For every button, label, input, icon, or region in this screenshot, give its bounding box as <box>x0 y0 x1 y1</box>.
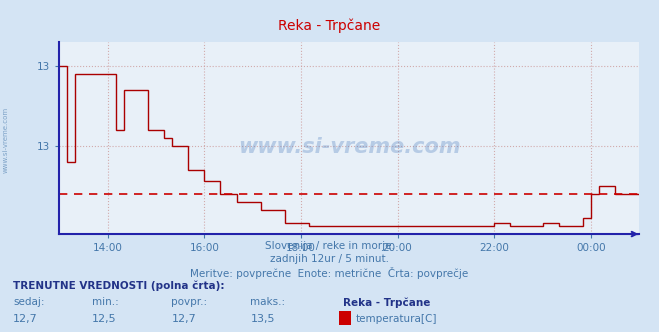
Text: povpr.:: povpr.: <box>171 297 208 307</box>
Text: min.:: min.: <box>92 297 119 307</box>
Text: 13,5: 13,5 <box>250 314 275 324</box>
Text: www.si-vreme.com: www.si-vreme.com <box>2 106 9 173</box>
Text: maks.:: maks.: <box>250 297 285 307</box>
Text: sedaj:: sedaj: <box>13 297 45 307</box>
Text: Reka - Trpčane: Reka - Trpčane <box>278 18 381 33</box>
Text: 12,5: 12,5 <box>92 314 117 324</box>
Text: Slovenija / reke in morje.: Slovenija / reke in morje. <box>264 241 395 251</box>
Text: temperatura[C]: temperatura[C] <box>356 314 438 324</box>
Text: Reka - Trpčane: Reka - Trpčane <box>343 297 430 308</box>
Text: TRENUTNE VREDNOSTI (polna črta):: TRENUTNE VREDNOSTI (polna črta): <box>13 281 225 291</box>
Text: 12,7: 12,7 <box>171 314 196 324</box>
Text: 12,7: 12,7 <box>13 314 38 324</box>
Text: www.si-vreme.com: www.si-vreme.com <box>238 137 461 157</box>
Text: Meritve: povprečne  Enote: metrične  Črta: povprečje: Meritve: povprečne Enote: metrične Črta:… <box>190 267 469 279</box>
Text: zadnjih 12ur / 5 minut.: zadnjih 12ur / 5 minut. <box>270 254 389 264</box>
